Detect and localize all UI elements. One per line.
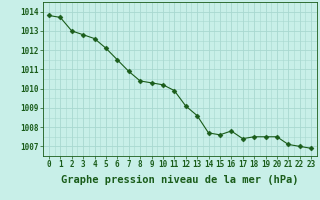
X-axis label: Graphe pression niveau de la mer (hPa): Graphe pression niveau de la mer (hPa) [61, 175, 299, 185]
